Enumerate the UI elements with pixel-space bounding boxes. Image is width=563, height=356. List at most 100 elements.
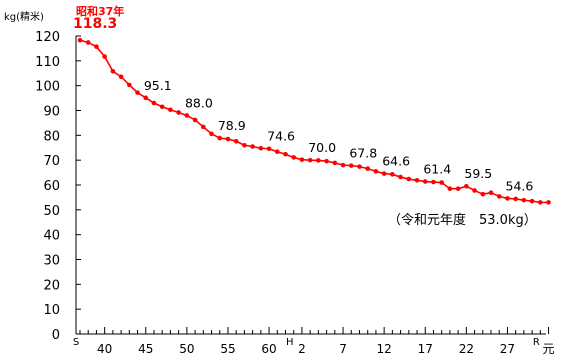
data-point — [340, 162, 346, 168]
data-point — [283, 151, 288, 157]
data-point — [135, 90, 140, 95]
data-point — [233, 138, 239, 144]
data-point — [496, 194, 502, 199]
data-point — [414, 177, 420, 183]
peak-year-note: 昭和37年 — [76, 4, 124, 18]
x-tick-label: 55 — [220, 342, 235, 356]
data-point — [102, 54, 107, 59]
data-label: 59.5 — [464, 166, 492, 181]
x-tick-label: 17 — [418, 342, 433, 356]
y-tick-label: 10 — [43, 303, 60, 318]
data-point — [266, 146, 272, 152]
current-year-note: （令和元年度 53.0kg） — [388, 212, 537, 228]
x-tick-label: 2 — [298, 342, 306, 356]
data-point — [480, 191, 486, 197]
y-ticks: 0 10 20 30 40 50 60 70 80 90 100 110 120 — [35, 30, 81, 343]
data-point — [159, 104, 165, 110]
y-tick-label: 60 — [43, 179, 60, 194]
data-point — [332, 160, 338, 166]
data-label: 74.6 — [267, 129, 295, 144]
x-era-label: H — [286, 337, 294, 348]
data-point — [250, 144, 255, 149]
data-point — [505, 196, 510, 201]
series-rice — [77, 37, 551, 205]
y-axis-label: kg(精米) — [4, 10, 44, 23]
x-tick-label: 7 — [339, 342, 347, 356]
y-tick-label: 120 — [35, 30, 60, 45]
data-point — [242, 142, 247, 148]
data-point — [529, 198, 535, 204]
data-point — [324, 158, 329, 164]
data-label: 78.9 — [218, 118, 246, 133]
data-point — [258, 145, 264, 151]
data-label: 70.0 — [308, 140, 336, 155]
data-label: 54.6 — [506, 178, 534, 193]
data-point — [316, 158, 321, 163]
data-point — [422, 179, 428, 184]
data-point — [151, 100, 157, 106]
data-point — [373, 169, 379, 174]
data-point — [406, 176, 412, 182]
data-point — [546, 200, 551, 205]
y-tick-label: 50 — [43, 204, 60, 219]
x-tick-label: 50 — [179, 342, 194, 356]
data-point — [127, 82, 132, 88]
data-point — [217, 135, 223, 141]
data-label: 88.0 — [185, 95, 213, 110]
data-label: 64.6 — [382, 154, 410, 169]
data-point — [201, 124, 206, 130]
data-point — [77, 37, 83, 43]
data-label-peak: 118.3 — [73, 16, 117, 32]
x-tick-label: 22 — [459, 342, 474, 356]
data-point — [513, 196, 518, 202]
data-point — [184, 113, 190, 118]
y-tick-label: 40 — [43, 229, 60, 244]
x-tick-label: 元 — [543, 342, 555, 356]
y-tick-label: 70 — [43, 154, 60, 169]
data-label: 67.8 — [349, 146, 377, 161]
y-tick-label: 110 — [35, 55, 60, 70]
data-point — [357, 164, 362, 169]
data-point — [118, 74, 124, 80]
x-era-label: S — [73, 337, 79, 348]
data-point — [192, 117, 198, 123]
data-point — [209, 131, 214, 137]
y-tick-label: 90 — [43, 105, 60, 120]
data-point — [274, 149, 280, 155]
data-point — [307, 157, 313, 163]
x-tick-label: 27 — [500, 342, 515, 356]
data-point — [85, 40, 91, 45]
series-line — [79, 39, 549, 204]
data-label: 61.4 — [423, 162, 451, 177]
data-point — [110, 68, 116, 74]
data-point — [455, 186, 461, 192]
data-point — [398, 174, 403, 180]
x-tick-label: 40 — [97, 342, 112, 356]
data-point — [464, 183, 469, 189]
data-point — [381, 171, 387, 176]
data-point — [390, 172, 395, 177]
y-tick-label: 20 — [43, 278, 60, 293]
data-labels: 118.3 95.1 88.0 78.9 74.6 70.0 67.8 64.6 61.4 59.… — [73, 16, 533, 193]
data-point — [176, 110, 181, 115]
data-point — [168, 107, 173, 113]
data-point — [472, 188, 477, 193]
x-era-label: R — [533, 337, 540, 348]
x-tick-label: 12 — [376, 342, 391, 356]
data-label: 95.1 — [144, 78, 172, 93]
data-point — [291, 155, 297, 160]
x-tick-label: 60 — [261, 342, 276, 356]
y-tick-label: 30 — [43, 254, 60, 269]
data-point — [521, 197, 527, 203]
data-point — [447, 186, 453, 192]
data-point — [488, 190, 494, 195]
data-point — [225, 136, 231, 142]
data-point — [431, 179, 436, 185]
y-tick-label: 100 — [35, 80, 60, 95]
data-point — [94, 44, 99, 49]
data-point — [439, 180, 444, 185]
data-point — [538, 200, 543, 205]
x-ticks: 40 45 50 55 60 2 7 12 17 22 27 元S H R — [73, 327, 555, 356]
data-point — [348, 163, 354, 168]
